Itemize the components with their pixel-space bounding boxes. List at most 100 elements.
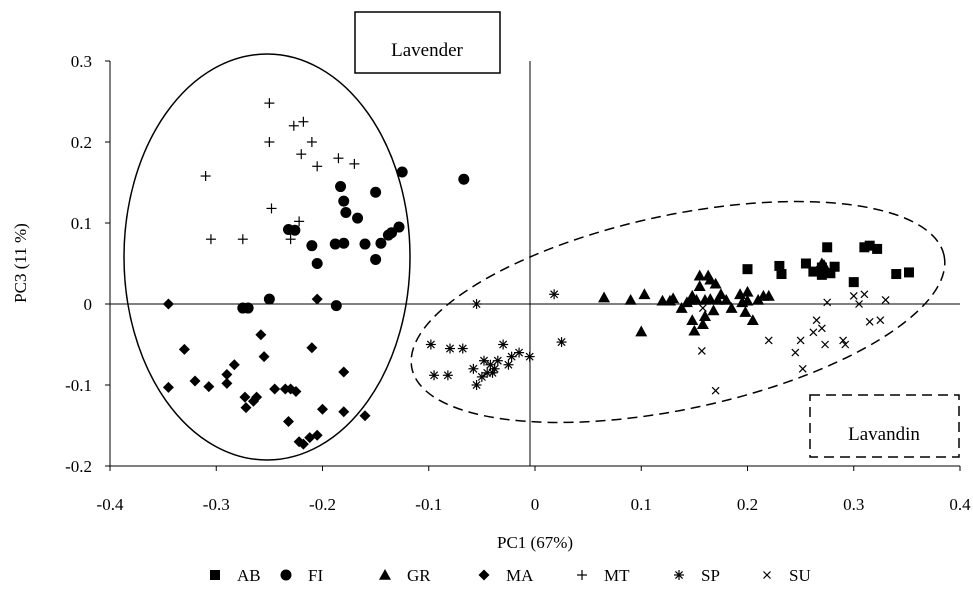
data-point-sp <box>524 351 535 362</box>
legend-label: SU <box>789 566 811 585</box>
data-point-mt <box>200 171 211 182</box>
data-point-su <box>865 317 874 326</box>
data-point-gr <box>725 302 738 313</box>
data-point-fi <box>370 253 382 265</box>
data-point-ma <box>221 377 233 389</box>
diamond-icon <box>478 569 490 581</box>
lavandin-group-ellipse <box>410 200 946 424</box>
data-point-su <box>711 386 720 395</box>
data-point-fi <box>340 206 352 218</box>
data-point-gr <box>711 293 724 305</box>
data-point-su <box>876 316 885 325</box>
data-point-fi <box>359 238 371 250</box>
data-point-ma <box>203 381 215 393</box>
data-point-ma <box>359 410 371 422</box>
data-point-gr <box>704 273 717 285</box>
data-point-gr <box>598 291 611 303</box>
data-point-ma <box>269 383 281 395</box>
x-tick-label: -0.4 <box>97 495 124 514</box>
data-point-sp <box>479 355 489 366</box>
x-tick-label: -0.2 <box>309 495 336 514</box>
data-point-mt <box>285 234 296 245</box>
data-point-fi <box>382 229 394 241</box>
series-su <box>697 290 890 395</box>
data-point-mt <box>306 137 317 147</box>
data-point-fi <box>330 300 342 312</box>
y-tick-label: -0.2 <box>65 457 92 476</box>
series-fi <box>237 166 470 314</box>
data-point-fi <box>375 237 387 249</box>
data-point-su <box>817 324 826 333</box>
data-points <box>162 98 914 450</box>
legend-item-ab: AB <box>210 566 261 585</box>
data-point-ab <box>776 269 787 280</box>
series-ab <box>742 240 914 288</box>
data-point-sp <box>489 363 500 374</box>
data-point-su <box>791 348 800 357</box>
tick-labels: -0.4 -0.3 -0.2 -0.1 0 0.1 0.2 0.3 0.4 0.3 0.2 0.1 0 -… <box>65 52 971 514</box>
data-point-ma <box>290 385 302 397</box>
legend-label: AB <box>237 566 261 585</box>
data-point-gr <box>688 324 701 336</box>
y-tick-label: 0 <box>84 295 93 314</box>
data-point-su <box>796 336 805 345</box>
y-tick-label: 0.1 <box>71 214 92 233</box>
data-point-gr <box>714 288 727 300</box>
data-point-sp <box>442 370 453 381</box>
x-axis-title: PC1 (67%) <box>497 533 573 552</box>
data-point-sp <box>492 355 503 366</box>
data-point-ma <box>306 342 318 354</box>
data-point-su <box>821 340 829 349</box>
data-point-ab <box>800 258 811 269</box>
data-point-gr <box>638 288 651 300</box>
group-outlines: Lavender Lavandin <box>123 11 960 461</box>
lavandin-label-box <box>809 394 960 458</box>
tick-marks <box>105 60 961 471</box>
data-point-mt <box>264 98 275 109</box>
data-point-fi <box>263 293 275 305</box>
x-tick-label: 0.3 <box>843 495 864 514</box>
series-mt <box>200 98 360 245</box>
data-point-mt <box>205 234 216 245</box>
data-point-fi <box>393 221 405 233</box>
data-point-ab <box>829 261 840 272</box>
data-point-ma <box>162 298 174 310</box>
data-point-mt <box>288 120 299 131</box>
data-point-fi <box>396 166 408 178</box>
data-point-fi <box>242 302 254 314</box>
data-point-ma <box>258 351 270 363</box>
data-point-fi <box>352 212 364 224</box>
data-point-fi <box>338 195 350 207</box>
data-point-ab <box>859 242 870 253</box>
data-point-ma <box>228 359 240 371</box>
data-point-sp <box>457 343 468 354</box>
data-point-mt <box>298 116 309 127</box>
x-tick-label: 0.4 <box>949 495 971 514</box>
cross-icon <box>763 571 771 579</box>
data-point-gr <box>693 280 706 291</box>
data-point-ma <box>239 391 251 403</box>
x-tick-label: 0.2 <box>737 495 758 514</box>
data-point-gr <box>704 293 717 304</box>
data-point-sp <box>487 367 498 378</box>
x-tick-label: 0.1 <box>631 495 652 514</box>
series-gr <box>598 257 830 337</box>
data-point-sp <box>471 299 482 309</box>
data-point-su <box>881 296 890 304</box>
legend-item-su: SU <box>763 566 811 585</box>
legend-label: GR <box>407 566 431 585</box>
triangle-icon <box>379 569 391 580</box>
data-point-fi <box>335 181 347 193</box>
data-point-gr <box>810 265 823 277</box>
data-point-gr <box>690 293 703 305</box>
data-point-su <box>697 347 706 355</box>
data-point-ab <box>774 260 785 271</box>
y-tick-label: 0.2 <box>71 133 92 152</box>
data-point-su <box>860 290 869 299</box>
data-point-su <box>823 298 832 307</box>
data-point-gr <box>752 293 765 305</box>
data-point-gr <box>762 289 775 301</box>
data-point-sp <box>429 370 440 381</box>
data-point-su <box>809 328 818 337</box>
